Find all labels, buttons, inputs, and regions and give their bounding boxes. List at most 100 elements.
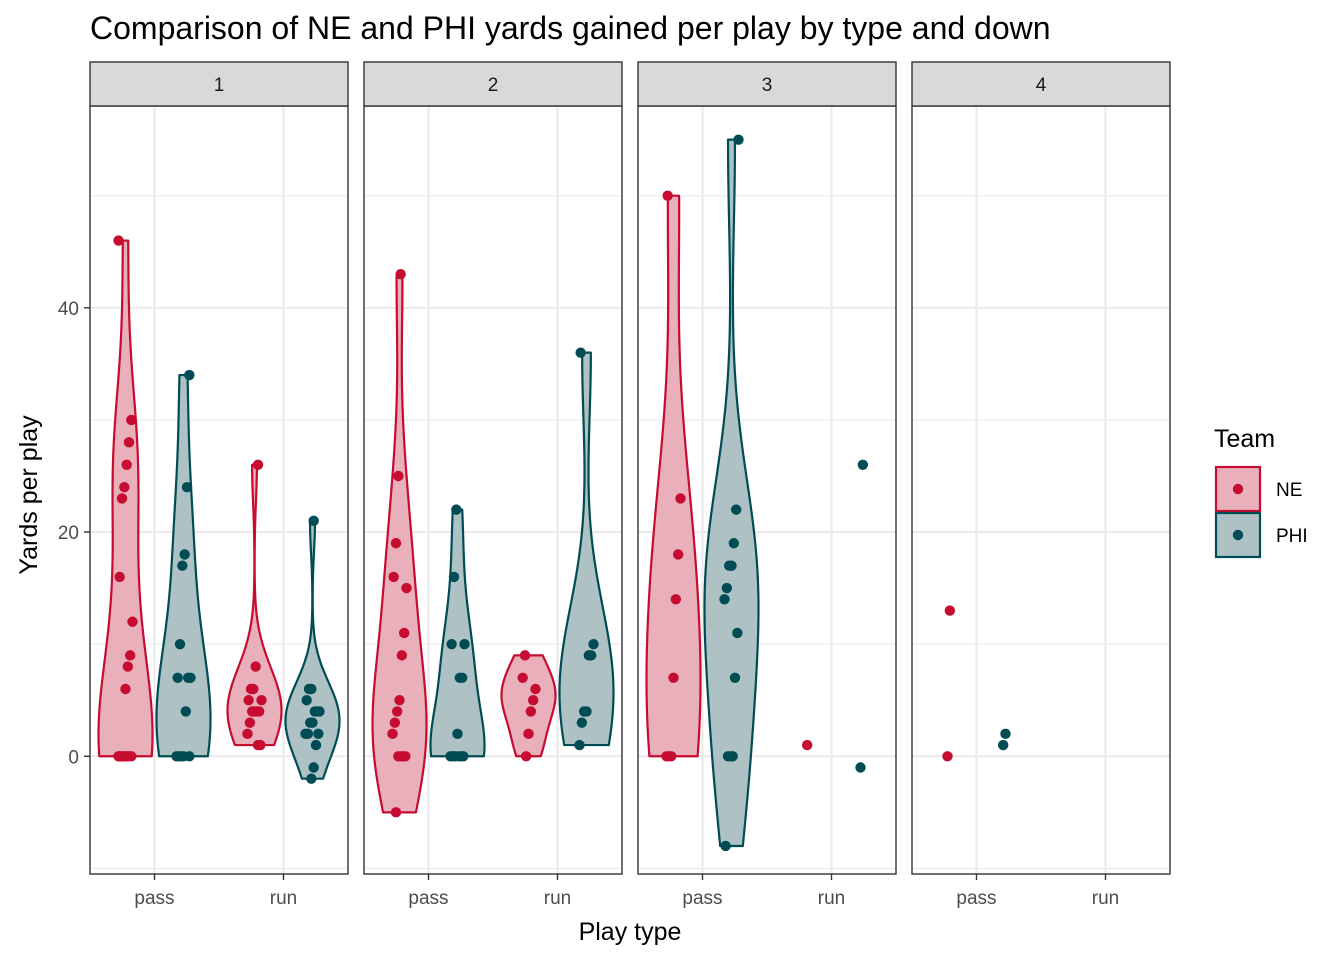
point-phi-pass-down-1 <box>179 549 190 560</box>
point-phi-pass-down-2 <box>448 571 460 583</box>
point-ne-run-down-1 <box>243 695 254 706</box>
point-ne-pass-down-4 <box>942 751 953 762</box>
panel-background <box>912 106 1170 874</box>
point-phi-pass-down-2 <box>451 504 462 515</box>
x-tick-label: run <box>270 888 297 909</box>
facet-panel-1: 1 pass run <box>89 61 349 909</box>
point-ne-run-down-1 <box>245 683 257 695</box>
point-ne-pass-down-3 <box>661 751 672 762</box>
point-ne-run-down-1 <box>244 717 256 728</box>
facet-strip <box>637 61 897 107</box>
point-ne-pass-down-2 <box>401 582 412 594</box>
y-tick-label: 0 <box>68 747 79 768</box>
point-ne-run-down-1 <box>256 695 267 706</box>
point-phi-run-down-1 <box>313 728 324 740</box>
point-phi-pass-down-1 <box>177 560 188 571</box>
point-ne-pass-down-2 <box>388 571 399 583</box>
point-ne-pass-down-2 <box>398 627 410 639</box>
point-phi-run-down-3 <box>855 762 866 773</box>
point-ne-pass-down-1 <box>120 683 131 695</box>
facet-panel-2: 2 pass run <box>363 61 623 909</box>
point-ne-pass-down-4 <box>944 605 956 616</box>
point-ne-pass-down-2 <box>391 706 403 717</box>
point-phi-pass-down-2 <box>453 751 464 762</box>
point-ne-run-down-1 <box>252 459 264 470</box>
facet-strip <box>89 61 349 107</box>
point-phi-pass-down-3 <box>729 672 741 683</box>
violin-phi-pass-down-3 <box>703 138 760 848</box>
x-tick-label: pass <box>408 888 448 909</box>
point-ne-pass-down-1 <box>122 661 134 672</box>
point-phi-run-down-1 <box>309 706 321 717</box>
point-ne-pass-down-1 <box>123 437 135 448</box>
legend: Team NE PHI <box>1214 425 1308 559</box>
point-phi-pass-down-3 <box>721 582 733 594</box>
point-phi-pass-down-1 <box>184 751 195 762</box>
point-phi-pass-down-2 <box>459 638 470 650</box>
point-phi-pass-down-3 <box>732 627 743 639</box>
facet-strip-label: 3 <box>762 75 773 96</box>
point-phi-run-down-1 <box>301 695 312 706</box>
point-ne-run-down-1 <box>250 661 261 672</box>
point-ne-run-down-2 <box>527 695 539 706</box>
point-phi-pass-down-1 <box>174 638 186 650</box>
y-axis-title: Yards per play <box>15 415 43 575</box>
point-ne-pass-down-1 <box>119 482 130 493</box>
y-tick-label: 40 <box>58 299 79 320</box>
point-phi-run-down-2 <box>576 717 588 728</box>
point-phi-pass-down-1 <box>184 369 195 381</box>
x-tick-label: run <box>544 888 571 909</box>
point-ne-pass-down-2 <box>387 728 398 740</box>
point-ne-pass-down-3 <box>668 672 679 683</box>
point-ne-run-down-3 <box>801 739 813 751</box>
facet-strip-label: 1 <box>214 75 225 96</box>
point-phi-pass-down-3 <box>720 840 731 852</box>
legend-label: PHI <box>1276 526 1308 547</box>
point-ne-run-down-2 <box>523 728 534 740</box>
point-phi-run-down-2 <box>583 650 595 661</box>
point-ne-run-down-2 <box>519 650 531 661</box>
violin-ne-run-down-1 <box>226 463 283 747</box>
facet-panel-3: 3 pass run <box>637 61 897 909</box>
point-phi-run-down-2 <box>578 706 590 717</box>
point-ne-pass-down-2 <box>394 695 405 706</box>
point-phi-pass-down-1 <box>172 672 183 683</box>
point-ne-pass-down-2 <box>390 538 402 549</box>
legend-items: NE PHI <box>1214 465 1308 559</box>
point-ne-pass-down-1 <box>126 414 137 426</box>
point-phi-pass-down-2 <box>446 638 457 650</box>
point-phi-pass-down-1 <box>181 482 193 493</box>
legend-item-ne: NE <box>1214 465 1302 513</box>
facet-strip-label: 2 <box>488 75 499 96</box>
point-phi-pass-down-3 <box>723 560 735 571</box>
point-ne-pass-down-2 <box>395 268 406 280</box>
point-ne-pass-down-3 <box>675 493 686 504</box>
legend-title: Team <box>1214 425 1275 453</box>
facet-panel-4: 4 pass run <box>911 61 1171 909</box>
legend-key-point <box>1232 483 1244 495</box>
point-ne-pass-down-1 <box>113 235 124 246</box>
point-ne-pass-down-3 <box>670 594 682 605</box>
point-ne-run-down-1 <box>246 706 258 717</box>
x-axis-title: Play type <box>579 918 682 946</box>
x-tick-label: run <box>818 888 845 909</box>
facet-strip <box>911 61 1171 107</box>
point-phi-run-down-1 <box>308 515 319 527</box>
point-phi-pass-down-2 <box>454 672 466 683</box>
point-phi-run-down-1 <box>300 728 311 740</box>
x-tick-label: pass <box>134 888 174 909</box>
point-phi-run-down-1 <box>308 762 319 773</box>
point-ne-pass-down-1 <box>127 616 138 627</box>
point-phi-pass-down-2 <box>445 751 456 762</box>
point-ne-run-down-2 <box>517 672 528 683</box>
point-phi-run-down-2 <box>574 739 585 751</box>
point-ne-pass-down-2 <box>390 807 402 818</box>
point-ne-run-down-2 <box>520 751 532 762</box>
point-phi-pass-down-3 <box>730 504 742 515</box>
point-phi-run-down-1 <box>303 683 315 695</box>
point-phi-run-down-2 <box>588 638 599 650</box>
point-phi-pass-down-4 <box>997 739 1009 751</box>
point-ne-pass-down-3 <box>662 190 673 201</box>
point-ne-pass-down-1 <box>116 493 128 504</box>
